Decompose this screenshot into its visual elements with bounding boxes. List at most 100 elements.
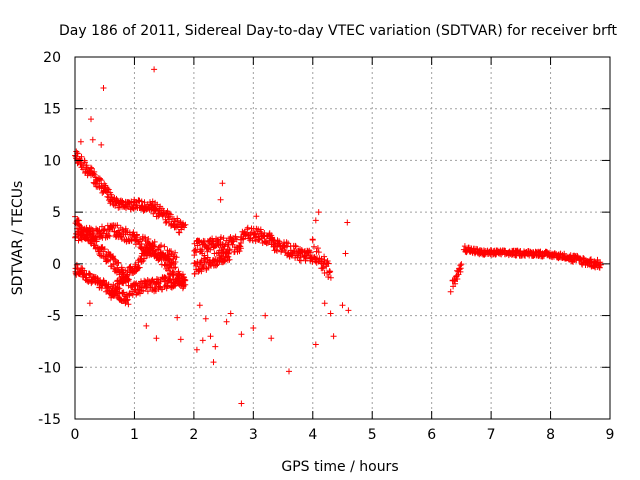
data-point <box>325 274 332 280</box>
data-point <box>155 246 161 253</box>
data-point <box>86 270 93 277</box>
outlier-point <box>250 325 257 331</box>
outlier-point <box>202 315 209 322</box>
outlier-point <box>143 322 150 329</box>
data-point <box>119 270 126 277</box>
outlier-point <box>253 213 260 220</box>
outlier-point <box>238 331 245 338</box>
data-point <box>105 186 112 193</box>
data-point <box>176 272 183 278</box>
data-point <box>182 281 189 288</box>
data-point <box>220 235 227 242</box>
x-tick-label: 6 <box>427 427 436 443</box>
data-point <box>315 249 322 256</box>
outlier-point <box>339 302 346 309</box>
data-point <box>162 253 169 260</box>
data-point <box>125 301 132 308</box>
data-point <box>104 185 111 192</box>
outlier-point <box>268 335 275 342</box>
data-point <box>172 264 179 271</box>
data-point <box>539 253 546 260</box>
tick-labels: 0 1 2 3 4 5 6 7 8 9 -15 -10 -5 0 5 10 15 20 <box>38 50 614 443</box>
data-point <box>175 268 182 275</box>
axis-ticks <box>74 56 611 420</box>
data-point <box>134 234 141 241</box>
data-point <box>272 246 279 253</box>
data-point <box>124 297 131 304</box>
x-tick-label: 7 <box>487 427 496 443</box>
data-point <box>162 274 169 281</box>
data-point <box>140 287 147 294</box>
data-point <box>282 249 289 255</box>
data-point <box>147 199 153 206</box>
data-point <box>182 221 189 228</box>
x-axis-label: GPS time / hours <box>281 459 398 475</box>
data-point <box>96 176 103 183</box>
y-tick-label: 15 <box>43 102 61 118</box>
data-point <box>325 260 332 267</box>
data-point <box>138 198 145 205</box>
data-point <box>461 243 468 250</box>
data-point <box>237 245 244 252</box>
outlier-point <box>321 300 328 307</box>
data-point <box>124 296 131 303</box>
outlier-point <box>238 400 245 407</box>
x-tick-label: 3 <box>249 427 258 443</box>
x-tick-label: 8 <box>546 427 555 443</box>
outlier-point <box>86 300 93 307</box>
data-point <box>236 248 243 255</box>
data-point <box>213 262 220 269</box>
data-point <box>98 177 105 184</box>
outlier-point <box>207 333 214 340</box>
outlier-point <box>227 310 234 317</box>
data-point <box>307 249 314 256</box>
data-point <box>225 250 232 256</box>
y-tick-label: -10 <box>38 360 61 376</box>
y-tick-label: 20 <box>43 50 61 66</box>
outlier-point <box>223 318 230 325</box>
data-points <box>72 66 604 407</box>
outlier-point <box>312 341 319 348</box>
outlier-point <box>193 346 200 353</box>
data-point <box>118 264 125 271</box>
data-point <box>588 256 594 263</box>
data-point <box>141 255 148 262</box>
data-point <box>141 199 148 206</box>
outlier-point <box>177 336 184 343</box>
data-point <box>191 260 198 267</box>
data-point <box>218 234 224 241</box>
data-point <box>135 259 142 266</box>
data-point <box>118 236 125 242</box>
outlier-point <box>342 250 349 257</box>
data-point <box>191 247 198 254</box>
outlier-point <box>217 196 224 203</box>
data-point <box>125 276 132 283</box>
data-point <box>179 278 186 285</box>
y-tick-label: -15 <box>38 412 61 428</box>
data-point <box>172 249 179 256</box>
outlier-point <box>330 333 337 340</box>
data-point <box>172 259 179 265</box>
y-tick-label: 0 <box>52 257 61 273</box>
outlier-point <box>77 138 84 145</box>
outlier-point <box>345 307 352 314</box>
data-point <box>597 261 604 268</box>
data-point <box>138 241 145 247</box>
data-point <box>176 229 183 236</box>
data-point <box>205 264 212 271</box>
y-tick-label: 10 <box>43 153 61 169</box>
data-point <box>209 238 216 244</box>
data-point <box>217 256 224 262</box>
outlier-point <box>151 66 158 73</box>
data-point <box>119 290 126 296</box>
data-point <box>161 243 168 250</box>
data-point <box>166 257 173 264</box>
data-point <box>191 270 198 277</box>
outlier-point <box>210 359 217 366</box>
outlier-point <box>344 219 351 226</box>
data-point <box>181 274 188 281</box>
data-point <box>226 256 233 263</box>
data-point <box>179 271 186 278</box>
data-point <box>91 171 98 178</box>
x-tick-label: 4 <box>308 427 317 443</box>
